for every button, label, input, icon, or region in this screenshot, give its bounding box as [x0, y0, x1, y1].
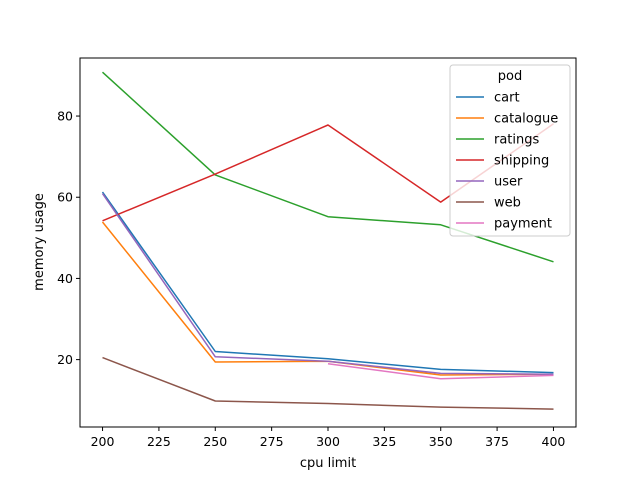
y-tick-label: 80 [57, 109, 73, 124]
y-axis: 20 40 60 80 [57, 109, 80, 367]
x-tick-label: 275 [260, 434, 284, 449]
legend-label-payment: payment [494, 217, 552, 232]
x-tick-label: 350 [429, 434, 453, 449]
y-tick-label: 20 [57, 352, 73, 367]
series-line-catalogue [101, 221, 554, 376]
legend-label-user: user [494, 175, 523, 190]
y-axis-label: memory usage [32, 193, 47, 291]
series-lines [101, 71, 554, 410]
x-tick-label: 300 [316, 434, 340, 449]
legend-label-catalogue: catalogue [494, 112, 558, 127]
series-line-cart [101, 191, 554, 374]
x-tick-label: 225 [147, 434, 171, 449]
legend-label-cart: cart [494, 91, 520, 106]
legend-label-shipping: shipping [494, 154, 549, 169]
x-axis: 200 225 250 275 300 325 350 375 400 [91, 427, 566, 449]
x-tick-label: 200 [91, 434, 115, 449]
x-tick-label: 400 [542, 434, 566, 449]
x-tick-label: 375 [485, 434, 509, 449]
series-line-user [101, 193, 554, 375]
x-tick-label: 325 [372, 434, 396, 449]
legend-label-web: web [494, 196, 521, 211]
legend: pod cart catalogue ratings shipping user web p… [449, 64, 571, 237]
legend-title: pod [498, 69, 522, 84]
x-axis-label: cpu limit [300, 456, 356, 471]
series-line-web [102, 356, 554, 410]
series-line-payment [327, 362, 554, 380]
series-line-ratings [101, 71, 554, 263]
x-tick-label: 250 [203, 434, 227, 449]
legend-label-ratings: ratings [494, 133, 540, 148]
y-tick-label: 40 [57, 271, 73, 286]
y-tick-label: 60 [57, 190, 73, 205]
legend-box [449, 64, 571, 237]
